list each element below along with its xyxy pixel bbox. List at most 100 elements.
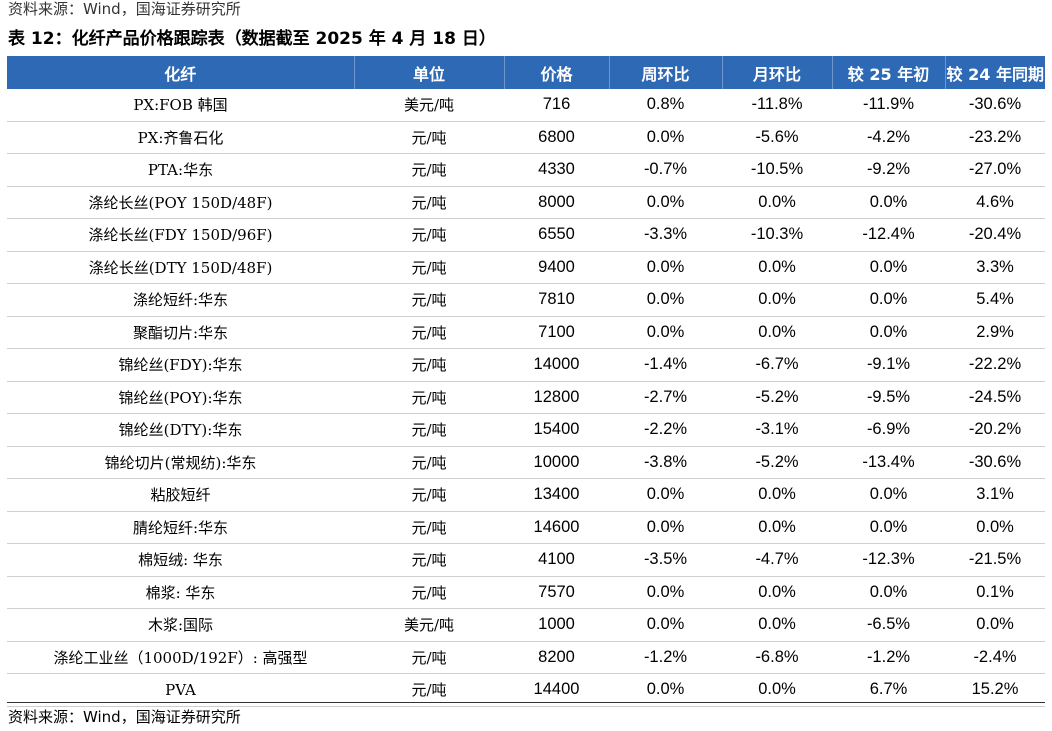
table-row: PX:齐鲁石化 元/吨 6800 0.0% -5.6% -4.2% -23.2% (7, 121, 1045, 154)
cell-wow: 0.0% (609, 251, 722, 284)
cell-product: 腈纶短纤:华东 (7, 511, 354, 544)
cell-unit: 元/吨 (354, 576, 504, 609)
cell-unit: 元/吨 (354, 446, 504, 479)
cell-price: 8000 (504, 186, 609, 219)
cell-yoy: -21.5% (945, 543, 1045, 577)
cell-yoy: -27.0% (945, 153, 1045, 187)
cell-unit: 元/吨 (354, 641, 504, 674)
cell-mom: 0.0% (722, 511, 832, 544)
cell-product: 锦纶丝(DTY):华东 (7, 413, 354, 447)
table-row: 聚酯切片:华东 元/吨 7100 0.0% 0.0% 0.0% 2.9% (7, 316, 1045, 349)
cell-unit: 元/吨 (354, 348, 504, 382)
table-row: 腈纶短纤:华东 元/吨 14600 0.0% 0.0% 0.0% 0.0% (7, 511, 1045, 544)
cell-ytd: -9.2% (832, 153, 945, 187)
cell-ytd: -6.5% (832, 608, 945, 642)
cell-wow: 0.0% (609, 673, 722, 707)
cell-wow: -3.3% (609, 218, 722, 252)
cell-mom: -10.5% (722, 153, 832, 187)
cell-mom: 0.0% (722, 478, 832, 512)
cell-wow: 0.8% (609, 89, 722, 122)
cell-mom: 0.0% (722, 316, 832, 349)
cell-product: 涤纶长丝(FDY 150D/96F) (7, 218, 354, 252)
cell-unit: 元/吨 (354, 316, 504, 349)
cell-ytd: 0.0% (832, 511, 945, 544)
table-row: 涤纶长丝(FDY 150D/96F) 元/吨 6550 -3.3% -10.3% -12.… (7, 218, 1045, 252)
cell-yoy: -22.2% (945, 348, 1045, 382)
cell-mom: -6.8% (722, 641, 832, 674)
cell-yoy: 4.6% (945, 186, 1045, 219)
cell-wow: 0.0% (609, 316, 722, 349)
bottom-rule (7, 702, 1045, 703)
cell-product: PVA (7, 673, 354, 707)
cell-product: 涤纶长丝(DTY 150D/48F) (7, 251, 354, 284)
cell-yoy: 0.1% (945, 576, 1045, 609)
table-row: PTA:华东 元/吨 4330 -0.7% -10.5% -9.2% -27.0% (7, 153, 1045, 187)
cell-price: 6550 (504, 218, 609, 252)
cell-yoy: 3.3% (945, 251, 1045, 284)
cell-price: 716 (504, 89, 609, 122)
cell-price: 4330 (504, 153, 609, 187)
cell-mom: -4.7% (722, 543, 832, 577)
cell-wow: -2.7% (609, 381, 722, 414)
cell-wow: 0.0% (609, 608, 722, 642)
cell-mom: 0.0% (722, 673, 832, 707)
cell-product: 棉浆: 华东 (7, 576, 354, 609)
cell-mom: -3.1% (722, 413, 832, 447)
cell-ytd: -12.3% (832, 543, 945, 577)
cell-mom: -6.7% (722, 348, 832, 382)
table-row: PVA 元/吨 14400 0.0% 0.0% 6.7% 15.2% (7, 673, 1045, 707)
cell-price: 15400 (504, 413, 609, 447)
cell-wow: 0.0% (609, 576, 722, 609)
cell-product: 涤纶工业丝（1000D/192F）: 高强型 (7, 641, 354, 674)
table-row: 涤纶工业丝（1000D/192F）: 高强型 元/吨 8200 -1.2% -6.8% -… (7, 641, 1045, 674)
cell-ytd: 0.0% (832, 251, 945, 284)
cell-product: 涤纶长丝(POY 150D/48F) (7, 186, 354, 219)
header-wow: 周环比 (609, 56, 723, 89)
cell-product: 锦纶切片(常规纺):华东 (7, 446, 354, 479)
cell-price: 8200 (504, 641, 609, 674)
table-row: 涤纶长丝(POY 150D/48F) 元/吨 8000 0.0% 0.0% 0.0% 4.6… (7, 186, 1045, 219)
cell-yoy: 3.1% (945, 478, 1045, 512)
cell-price: 12800 (504, 381, 609, 414)
header-unit: 单位 (354, 56, 505, 89)
cell-product: PX:齐鲁石化 (7, 121, 354, 154)
cell-ytd: -6.9% (832, 413, 945, 447)
source-note-top: 资料来源：Wind，国海证券研究所 (8, 0, 241, 18)
cell-wow: -1.4% (609, 348, 722, 382)
cell-ytd: 0.0% (832, 283, 945, 317)
cell-yoy: 15.2% (945, 673, 1045, 707)
cell-price: 14400 (504, 673, 609, 707)
cell-wow: 0.0% (609, 478, 722, 512)
cell-yoy: 5.4% (945, 283, 1045, 317)
table-header-row: 化纤 单位 价格 周环比 月环比 较 25 年初 较 24 年同期 (7, 56, 1045, 89)
cell-ytd: -9.5% (832, 381, 945, 414)
cell-ytd: 0.0% (832, 478, 945, 512)
cell-wow: 0.0% (609, 121, 722, 154)
header-price: 价格 (504, 56, 610, 89)
cell-mom: -11.8% (722, 89, 832, 122)
cell-price: 14600 (504, 511, 609, 544)
cell-mom: 0.0% (722, 186, 832, 219)
cell-yoy: -20.4% (945, 218, 1045, 252)
cell-wow: -2.2% (609, 413, 722, 447)
cell-product: PX:FOB 韩国 (7, 89, 354, 122)
cell-mom: 0.0% (722, 576, 832, 609)
cell-ytd: -12.4% (832, 218, 945, 252)
cell-wow: -0.7% (609, 153, 722, 187)
price-tracking-table: 化纤 单位 价格 周环比 月环比 较 25 年初 较 24 年同期 PX:FOB… (7, 56, 1045, 707)
header-product: 化纤 (7, 56, 355, 89)
cell-wow: 0.0% (609, 186, 722, 219)
cell-yoy: 0.0% (945, 608, 1045, 642)
table-row: 木浆:国际 美元/吨 1000 0.0% 0.0% -6.5% 0.0% (7, 608, 1045, 642)
cell-mom: 0.0% (722, 283, 832, 317)
table-row: 涤纶长丝(DTY 150D/48F) 元/吨 9400 0.0% 0.0% 0.0% 3.3… (7, 251, 1045, 284)
table-row: 涤纶短纤:华东 元/吨 7810 0.0% 0.0% 0.0% 5.4% (7, 283, 1045, 317)
cell-yoy: -20.2% (945, 413, 1045, 447)
cell-price: 13400 (504, 478, 609, 512)
cell-unit: 元/吨 (354, 413, 504, 447)
cell-price: 10000 (504, 446, 609, 479)
cell-unit: 元/吨 (354, 283, 504, 317)
table-title: 表 12：化纤产品价格跟踪表（数据截至 2025 年 4 月 18 日） (8, 29, 496, 49)
cell-wow: -1.2% (609, 641, 722, 674)
cell-unit: 元/吨 (354, 251, 504, 284)
